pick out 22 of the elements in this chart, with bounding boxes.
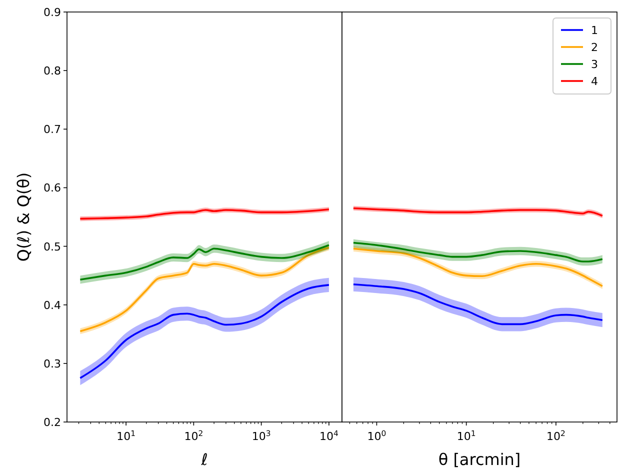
y-tick-label: 0.7 — [44, 123, 61, 136]
x-tick-label: 10$^{4}$ — [319, 428, 338, 443]
x-tick-label: 10$^{3}$ — [252, 428, 271, 443]
y-tick-label: 0.4 — [44, 298, 61, 312]
y-tick-label: 0.3 — [44, 357, 61, 370]
x-tick-label: 10$^{0}$ — [367, 428, 386, 443]
x-tick-label: 10$^{1}$ — [456, 428, 476, 443]
legend-label: 3 — [591, 58, 598, 71]
y-tick-label: 0.8 — [44, 64, 61, 78]
y-tick-label: 0.6 — [44, 182, 61, 195]
x-axis-title: θ [arcmin] — [438, 450, 521, 469]
y-tick-label: 0.2 — [44, 416, 61, 429]
legend-label: 1 — [591, 24, 598, 37]
legend-label: 4 — [591, 75, 598, 88]
y-tick-label: 0.5 — [44, 240, 61, 254]
x-tick-label: 10$^{2}$ — [184, 428, 204, 443]
x-tick-label: 10$^{1}$ — [116, 428, 136, 443]
x-axis-title: ℓ — [200, 450, 208, 469]
legend-label: 2 — [591, 41, 598, 54]
y-axis-title: Q(ℓ) & Q(θ) — [14, 172, 33, 262]
y-tick-label: 0.9 — [44, 6, 61, 19]
x-tick-label: 10$^{2}$ — [546, 428, 566, 443]
